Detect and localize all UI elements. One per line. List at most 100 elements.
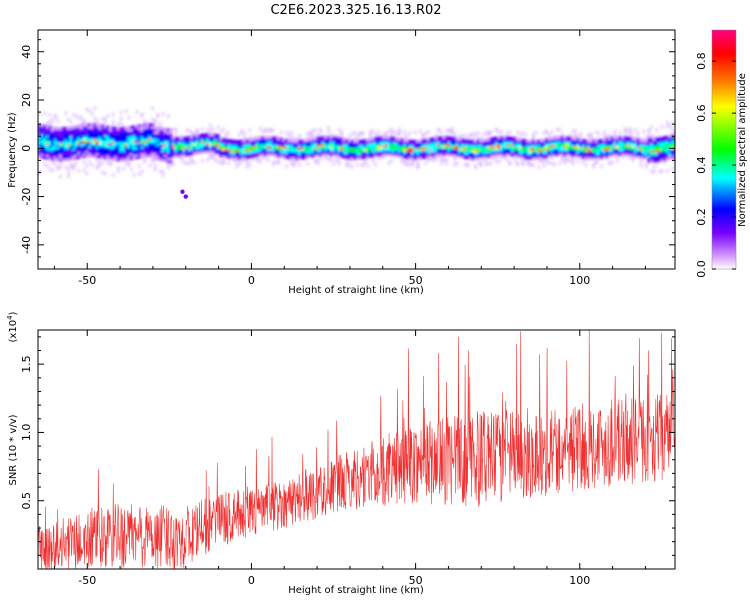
heatmap-cell — [411, 144, 415, 148]
heatmap-cell — [101, 138, 105, 143]
heatmap-cell — [311, 140, 315, 144]
heatmap-cell — [185, 138, 189, 142]
heatmap-cell — [164, 149, 168, 153]
heatmap-cell — [347, 153, 352, 158]
heatmap-cell — [565, 141, 570, 145]
heatmap-cell — [665, 147, 670, 151]
heatmap-cell — [665, 150, 670, 154]
heatmap-cell — [66, 128, 71, 133]
heatmap-cell — [148, 132, 152, 136]
heatmap-cell — [150, 140, 155, 144]
heatmap-cell — [169, 155, 173, 159]
heatmap-cell — [442, 158, 446, 163]
heatmap-cell — [235, 164, 239, 169]
heatmap-cell — [657, 146, 662, 150]
heatmap-cell — [64, 126, 68, 130]
heatmap-cell — [602, 129, 606, 134]
heatmap-cell — [90, 127, 94, 132]
heatmap-cell — [340, 142, 344, 146]
heatmap-cell — [403, 150, 407, 154]
heatmap-cell — [93, 123, 97, 127]
heatmap-cell — [253, 151, 257, 156]
heatmap-cell — [271, 136, 275, 140]
heatmap-cell — [376, 136, 381, 140]
heatmap-cell — [321, 140, 325, 145]
heatmap-cell — [45, 156, 50, 160]
heatmap-cell — [69, 130, 73, 135]
heatmap-cell — [657, 139, 662, 143]
heatmap-cell — [269, 148, 273, 152]
heatmap-cell — [497, 136, 501, 140]
heatmap-cell — [329, 138, 333, 142]
heatmap-cell — [150, 117, 155, 122]
heatmap-cell — [652, 170, 656, 175]
heatmap-cell — [495, 148, 499, 152]
heatmap-cell — [371, 159, 375, 164]
heatmap-cell — [610, 148, 614, 153]
heatmap-outlier — [180, 189, 185, 194]
heatmap-cell — [132, 151, 136, 156]
heatmap-cell — [345, 157, 349, 162]
y-tick-label: 20 — [20, 93, 33, 107]
heatmap-cell — [87, 135, 92, 139]
heatmap-cell — [657, 141, 662, 146]
heatmap-cell — [211, 150, 215, 154]
heatmap-cell — [502, 143, 507, 147]
heatmap-cell — [523, 157, 528, 162]
heatmap-cell — [211, 145, 215, 149]
heatmap-cell — [221, 160, 226, 165]
heatmap-cell — [245, 141, 249, 145]
heatmap-cell — [156, 152, 160, 156]
heatmap-cell — [185, 153, 189, 157]
heatmap-cell — [82, 160, 86, 165]
heatmap-cell — [453, 153, 457, 158]
heatmap-cell — [161, 129, 165, 133]
heatmap-cell — [587, 151, 591, 155]
heatmap-cell — [140, 140, 144, 144]
heatmap-cell — [108, 135, 113, 139]
heatmap-cell — [290, 153, 294, 158]
heatmap-cell — [98, 143, 102, 147]
heatmap-cell — [434, 139, 438, 143]
heatmap-cell — [445, 152, 449, 157]
heatmap-cell — [636, 131, 641, 136]
heatmap-cell — [106, 130, 110, 134]
heatmap-cell — [487, 137, 491, 142]
heatmap-cell — [129, 167, 134, 172]
heatmap-cell — [237, 144, 241, 148]
heatmap-cell — [277, 141, 281, 146]
heatmap-cell — [529, 144, 533, 148]
heatmap-cell — [463, 151, 467, 155]
heatmap-cell — [248, 148, 252, 152]
heatmap-cell — [161, 158, 165, 162]
heatmap-cell — [164, 156, 168, 160]
heatmap-cell — [308, 150, 312, 154]
heatmap-cell — [326, 135, 331, 140]
heatmap-cell — [300, 156, 304, 160]
heatmap-cell — [227, 138, 231, 143]
heatmap-cell — [169, 143, 173, 147]
heatmap-cell — [269, 143, 273, 147]
heatmap-cell — [195, 139, 199, 143]
heatmap-cell — [555, 150, 559, 154]
heatmap-cell — [164, 139, 168, 143]
heatmap-cell — [295, 142, 299, 146]
heatmap-cell — [85, 107, 89, 112]
heatmap-cell — [53, 148, 57, 152]
heatmap-cell — [500, 135, 504, 140]
heatmap-cell — [516, 147, 520, 151]
heatmap-cell — [277, 144, 281, 148]
heatmap-cell — [93, 116, 97, 121]
heatmap-cell — [261, 138, 265, 142]
heatmap-cell — [539, 148, 543, 152]
heatmap-cell — [326, 148, 331, 152]
heatmap-cell — [505, 148, 509, 152]
heatmap-cell — [592, 154, 596, 158]
heatmap-cell — [213, 147, 218, 152]
heatmap-cell — [589, 151, 593, 156]
heatmap-cell — [77, 141, 81, 145]
heatmap-cell — [332, 143, 336, 147]
heatmap-cell — [657, 137, 662, 141]
heatmap-cell — [43, 156, 47, 160]
